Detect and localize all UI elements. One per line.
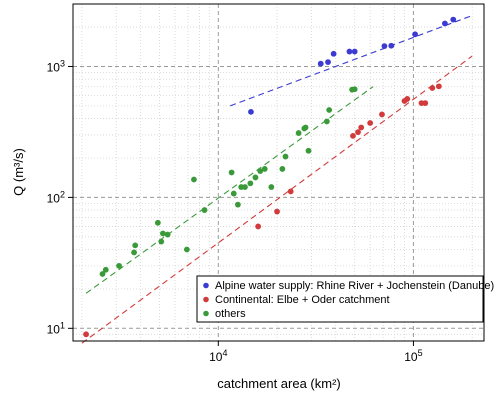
- legend-box: [196, 275, 484, 323]
- data-point-series-3: [99, 271, 106, 277]
- data-point-series-3: [295, 130, 302, 136]
- tick-label: 101: [47, 320, 65, 336]
- data-point-series-3: [131, 249, 137, 256]
- data-point-series-3: [351, 86, 358, 93]
- data-point-series-3: [164, 231, 171, 238]
- data-point-series-2: [83, 331, 89, 338]
- data-point-series-2: [404, 96, 411, 102]
- data-point-series-2: [435, 83, 442, 90]
- tick-label: 102: [47, 189, 65, 205]
- data-point-series-3: [242, 184, 248, 190]
- fit-line-series-3: [85, 86, 374, 294]
- data-point-series-1: [412, 31, 418, 38]
- data-point-series-3: [230, 190, 237, 197]
- legend: Alpine water supply: Rhine River + Joche…: [196, 275, 494, 323]
- data-point-series-3: [268, 184, 275, 190]
- data-point-series-3: [323, 118, 330, 125]
- data-point-series-3: [191, 176, 197, 183]
- data-point-series-2: [355, 129, 361, 136]
- data-point-series-1: [450, 16, 457, 23]
- data-point-series-3: [132, 242, 139, 249]
- data-point-series-3: [102, 266, 109, 273]
- legend-label-series-2: Continental: Elbe + Oder catchment: [215, 294, 390, 306]
- plot-frame: [72, 3, 485, 342]
- data-point-series-2: [422, 100, 429, 107]
- fit-line-series-1: [229, 15, 473, 107]
- data-point-series-2: [350, 132, 356, 139]
- legend-marker-series-1: [203, 282, 209, 289]
- data-point-series-3: [234, 201, 241, 208]
- legend-label-series-1: Alpine water supply: Rhine River + Joche…: [215, 280, 494, 292]
- data-point-series-3: [257, 168, 264, 174]
- data-point-series-3: [279, 166, 286, 172]
- data-point-series-3: [305, 147, 312, 154]
- data-point-series-1: [388, 42, 395, 49]
- data-point-series-3: [183, 246, 190, 253]
- data-point-series-3: [261, 166, 268, 172]
- data-point-series-3: [282, 153, 289, 160]
- data-point-series-2: [358, 124, 365, 131]
- data-point-series-3: [201, 207, 208, 213]
- data-point-series-2: [379, 111, 385, 118]
- data-point-series-3: [326, 107, 333, 113]
- data-point-series-1: [381, 43, 388, 50]
- data-point-series-3: [159, 230, 166, 237]
- data-point-series-1: [330, 50, 337, 57]
- data-point-series-2: [287, 188, 294, 195]
- tick-label: 103: [47, 58, 65, 74]
- tick-label: 104: [209, 348, 227, 364]
- x-axis-label: catchment area (km²): [217, 376, 341, 391]
- data-point-series-1: [351, 48, 358, 55]
- grid: [73, 3, 484, 342]
- data-point-series-3: [247, 180, 254, 187]
- data-point-series-3: [116, 262, 122, 269]
- data-point-series-1: [325, 59, 331, 65]
- legend-marker-series-3: [203, 310, 209, 317]
- data-point-series-1: [346, 48, 353, 55]
- data-point-series-1: [442, 20, 448, 27]
- data-point-series-2: [274, 208, 280, 215]
- y-axis-label: Q (m³/s): [11, 148, 26, 196]
- tick-label: 105: [404, 348, 422, 364]
- data-point-series-1: [317, 60, 324, 67]
- axis-ticks: 104 105 101 102 103: [47, 58, 423, 364]
- data-point-series-3: [252, 174, 259, 181]
- legend-marker-series-2: [203, 296, 209, 303]
- data-point-series-3: [154, 219, 161, 226]
- fit-line-series-2: [81, 55, 473, 344]
- data-point-series-3: [228, 169, 235, 176]
- data-point-series-3: [302, 124, 309, 131]
- data-point-series-1: [248, 108, 254, 115]
- data-point-series-2: [429, 85, 436, 91]
- legend-label-series-3: others: [215, 308, 246, 320]
- data-point-series-2: [367, 120, 374, 126]
- data-points: [83, 16, 457, 338]
- data-point-series-3: [158, 238, 165, 245]
- data-point-series-2: [255, 223, 262, 230]
